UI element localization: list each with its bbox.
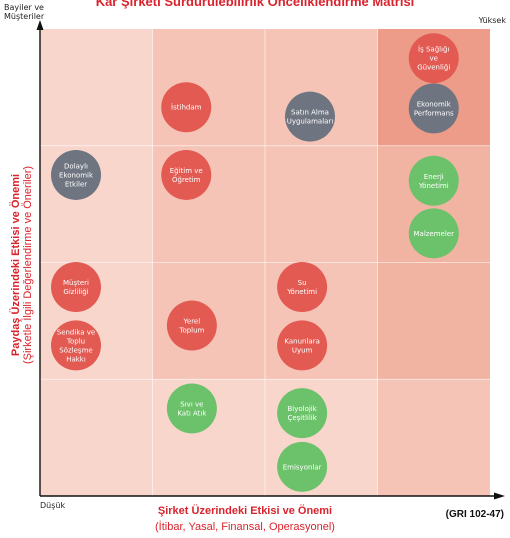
point-12 <box>277 320 328 371</box>
point-6 <box>408 155 459 206</box>
point-label-1: Ekonomik Performans <box>414 100 454 117</box>
point-label-6: Enerji Yönetimi <box>418 173 449 190</box>
point-label-8: Müşteri Gizliliği <box>63 279 89 296</box>
origin-low-label: Düşük <box>40 501 66 510</box>
grid-cell-r1-c2 <box>265 145 378 263</box>
y-axis-top-label: Bayiler ve Müşteriler <box>4 3 45 21</box>
point-label-13: Sıvı ve Katı Atık <box>177 400 207 417</box>
point-label-14: Biyolojik Çeşitlilik <box>287 405 317 422</box>
point-11 <box>166 300 217 351</box>
point-2 <box>161 82 212 133</box>
point-label-15: Emisyonlar <box>283 463 322 471</box>
point-15 <box>277 441 328 492</box>
point-10 <box>51 320 101 371</box>
point-13 <box>166 383 217 434</box>
y-axis-label: Paydaş Üzerindeki Etkisi ve Önemi <box>10 173 22 357</box>
point-label-0: İş Sağlığı ve Güvenliği <box>417 45 450 72</box>
point-label-4: Dolaylı Ekonomik Etkiler <box>59 162 94 188</box>
grid-cell-r0-c0 <box>40 29 153 146</box>
grid-cell-r3-c3 <box>377 379 490 496</box>
grid-cell-r3-c0 <box>40 379 153 496</box>
point-label-11: Yerel Toplum <box>178 318 204 335</box>
y-axis-high-label: Yüksek <box>478 16 506 25</box>
point-1 <box>408 83 459 134</box>
point-9 <box>277 262 328 313</box>
point-label-9: Su Yönetimi <box>286 279 317 296</box>
point-label-10: Sendika ve Toplu Sözleşme Hakkı <box>57 328 95 363</box>
point-3 <box>285 91 335 142</box>
x-axis-sublabel: (İtibar, Yasal, Finansal, Operasyonel) <box>155 521 335 533</box>
chart-title: Kar Şirketi Sürdürülebilirlik Önceliklen… <box>95 0 415 9</box>
point-label-12: Kanunlara Uyum <box>284 337 319 354</box>
point-label-2: İstihdam <box>171 103 202 112</box>
point-label-3: Satın Alma Uygulamaları <box>287 109 334 126</box>
point-0 <box>408 33 459 84</box>
y-axis-title: Paydaş Üzerindeki Etkisi ve Önemi (Şirke… <box>10 166 34 364</box>
grid-cell-r0-c1 <box>152 29 265 146</box>
y-axis-sublabel: (Şirketle İlgili Değerlendirme ve Öneril… <box>22 165 34 365</box>
point-label-7: Malzemeler <box>413 230 454 238</box>
gri-reference: (GRI 102-47) <box>445 509 504 520</box>
point-14 <box>277 388 328 439</box>
point-7 <box>408 208 459 259</box>
x-axis-arrow <box>494 492 505 500</box>
point-5 <box>161 149 212 200</box>
y-axis-arrow <box>36 20 44 30</box>
grid-cell-r2-c3 <box>377 262 490 380</box>
point-8 <box>51 262 101 313</box>
y-axis-title-wrap: Paydaş Üzerindeki Etkisi ve Önemi (Şirke… <box>0 140 44 390</box>
point-4 <box>51 149 101 200</box>
x-axis-label: Şirket Üzerindeki Etkisi ve Önemi <box>157 505 333 517</box>
point-label-5: Eğitim ve Öğretim <box>170 167 203 184</box>
